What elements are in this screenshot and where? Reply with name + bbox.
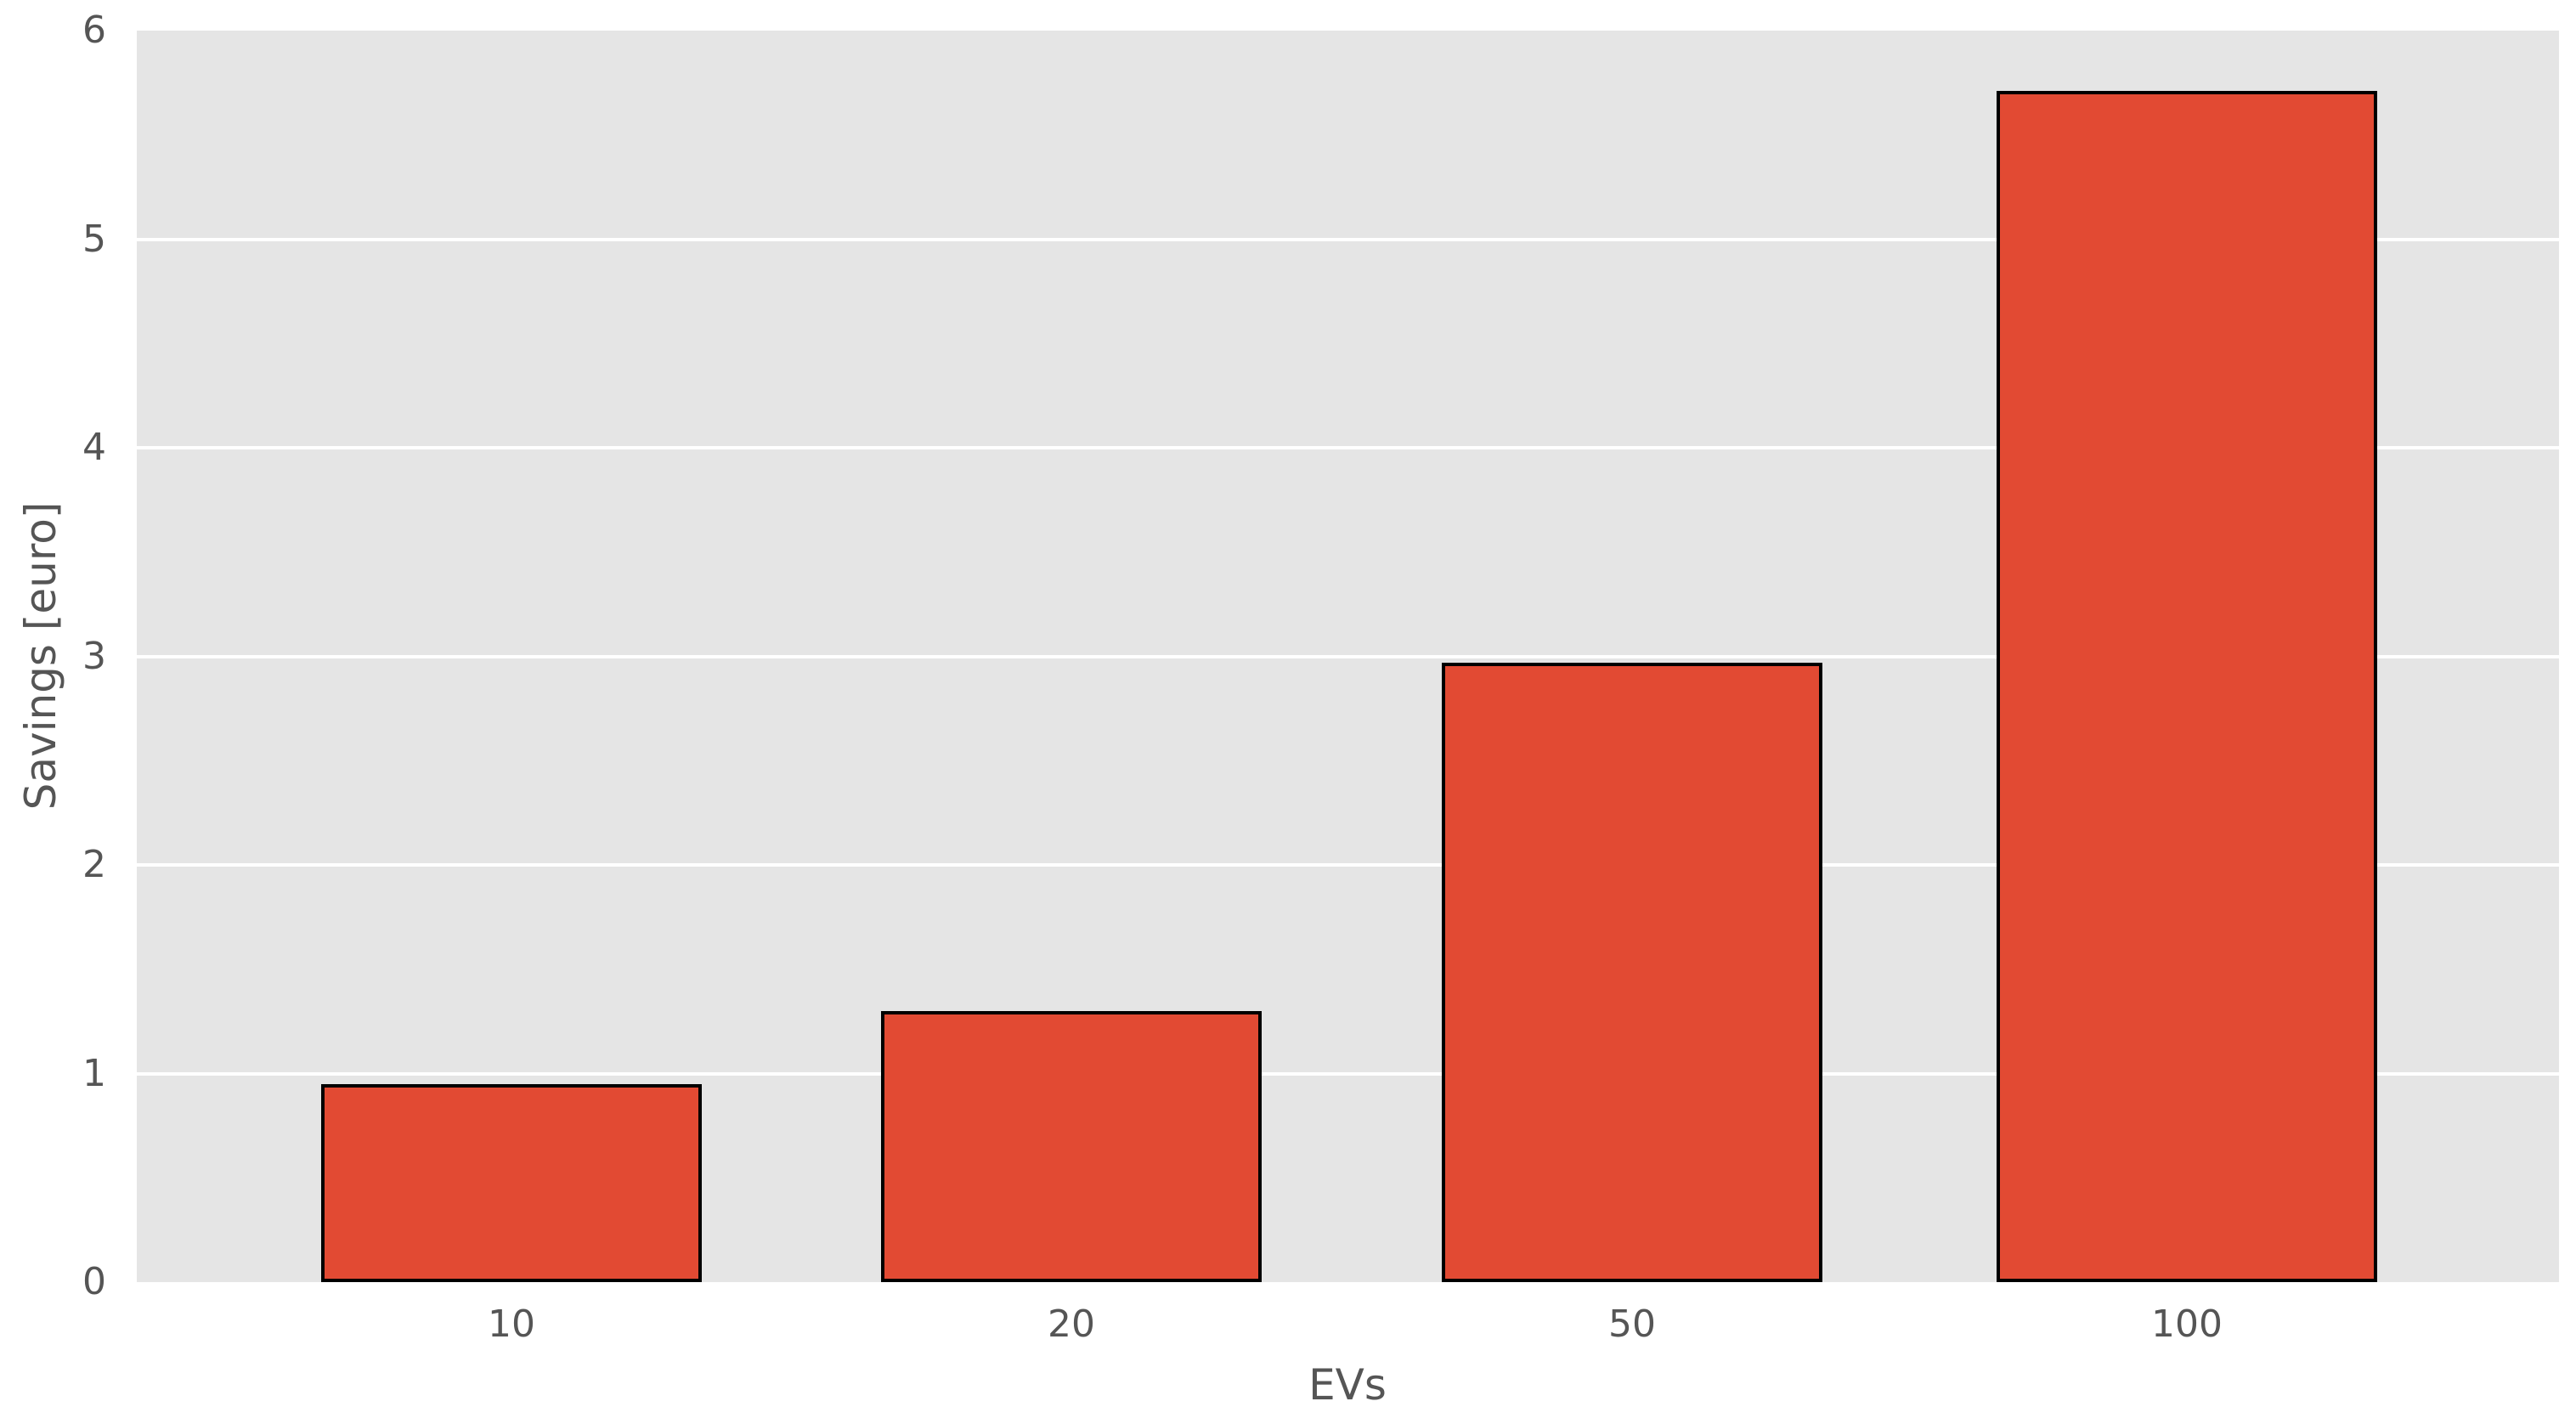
- gridline-3: [137, 654, 2559, 658]
- bar-10: [321, 1084, 702, 1282]
- x-tick-label-100: 100: [2151, 1303, 2223, 1346]
- x-tick-label-50: 50: [1608, 1303, 1656, 1346]
- gridline-4: [137, 446, 2559, 449]
- y-tick-label-1: 1: [82, 1051, 106, 1095]
- x-tick-label-20: 20: [1048, 1303, 1095, 1346]
- y-tick-label-2: 2: [82, 843, 106, 886]
- bar-100: [1997, 91, 2377, 1282]
- bar-20: [881, 1011, 1262, 1282]
- x-axis-label: EVs: [1308, 1360, 1387, 1410]
- gridline-2: [137, 863, 2559, 867]
- y-tick-label-3: 3: [82, 634, 106, 678]
- y-tick-label-5: 5: [82, 217, 106, 261]
- y-tick-label-6: 6: [82, 8, 106, 52]
- y-tick-label-0: 0: [82, 1260, 106, 1303]
- plot-area: [137, 31, 2559, 1282]
- y-axis-tick-labels: 0 1 2 3 4 5 6: [0, 0, 106, 1424]
- gridline-5: [137, 237, 2559, 241]
- gridline-1: [137, 1071, 2559, 1076]
- bar-50: [1442, 663, 1822, 1282]
- x-tick-label-10: 10: [488, 1303, 535, 1346]
- y-tick-label-4: 4: [82, 426, 106, 469]
